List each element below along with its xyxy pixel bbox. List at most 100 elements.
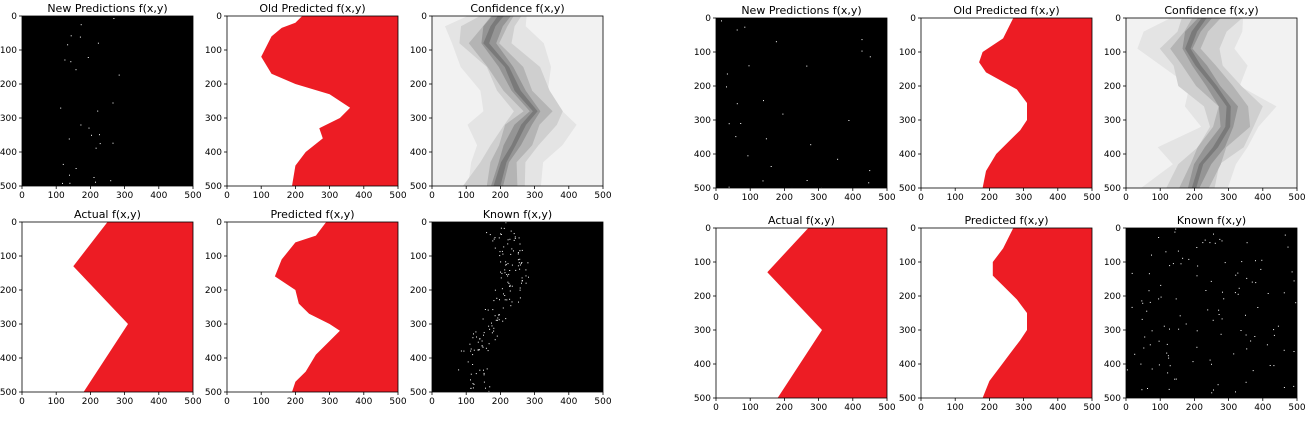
known-point (510, 230, 512, 232)
known-point (99, 143, 101, 145)
known-point (486, 368, 488, 370)
axes-frame (431, 221, 604, 393)
y-tick-label: 0 (910, 14, 916, 24)
known-point (505, 261, 507, 263)
y-tick-label: 500 (1104, 394, 1121, 404)
known-point (112, 142, 114, 144)
background (22, 16, 193, 186)
panel-1-1: Old Predicted f(x,y)0 100 200 300 400 5000100… (899, 4, 1101, 203)
known-point (511, 301, 513, 303)
known-point (1251, 281, 1253, 283)
x-tick-label: 200 (82, 397, 99, 407)
known-point (519, 287, 521, 289)
known-point (1211, 392, 1213, 394)
known-point (1220, 333, 1222, 335)
known-point (1237, 293, 1239, 295)
known-point (1131, 272, 1133, 274)
known-point (1143, 347, 1145, 349)
known-point (1177, 250, 1179, 252)
known-point (1163, 325, 1165, 327)
x-tick-label: 0 (713, 403, 719, 413)
known-point (503, 293, 504, 295)
known-point (837, 158, 839, 160)
known-point (473, 349, 475, 351)
known-point (494, 237, 496, 239)
x-tick-label: 0 (1123, 193, 1129, 203)
known-point (1254, 336, 1256, 337)
known-point (1284, 234, 1286, 236)
y-tick-label: 100 (899, 258, 916, 268)
known-point (1218, 314, 1220, 315)
plot-area (1126, 228, 1297, 398)
x-tick-label: 200 (1186, 403, 1203, 413)
known-point (1250, 340, 1252, 342)
y-tick-label: 300 (694, 116, 711, 126)
known-point (494, 247, 496, 249)
known-point (1188, 258, 1190, 260)
known-point (499, 299, 500, 301)
known-point (519, 289, 521, 291)
known-point (99, 134, 100, 136)
known-point (1151, 368, 1153, 370)
known-point (486, 232, 488, 234)
y-tick-label: 200 (0, 80, 17, 90)
known-point (1167, 355, 1169, 357)
x-tick-label: 400 (560, 397, 577, 407)
known-point (517, 253, 519, 255)
x-tick-label: 500 (1083, 193, 1100, 203)
known-point (503, 227, 505, 229)
y-tick-label: 300 (1104, 116, 1121, 126)
known-point (1147, 388, 1148, 389)
x-tick-label: 500 (1288, 403, 1305, 413)
y-tick-label: 400 (899, 150, 916, 160)
known-point (488, 343, 490, 345)
known-point (472, 337, 474, 339)
known-point (1178, 328, 1180, 330)
known-point (1283, 349, 1285, 351)
panel-title: Actual f(x,y) (768, 214, 835, 227)
known-point (501, 250, 503, 252)
known-point (748, 65, 750, 67)
known-point (496, 335, 498, 337)
x-tick-label: 100 (947, 403, 964, 413)
y-tick-label: 400 (1104, 360, 1121, 370)
known-point (69, 174, 70, 176)
known-point (1210, 280, 1212, 282)
y-tick-label: 500 (899, 394, 916, 404)
plot-area (716, 18, 887, 188)
y-tick-label: 300 (205, 320, 222, 330)
known-point (1223, 298, 1225, 300)
known-point (87, 57, 89, 58)
known-point (525, 269, 527, 271)
known-point (728, 186, 730, 188)
known-point (514, 236, 516, 238)
known-point (1205, 290, 1207, 291)
known-point (1144, 336, 1146, 338)
known-point (1167, 372, 1169, 374)
known-point (1160, 296, 1162, 298)
x-tick-label: 100 (48, 191, 65, 201)
known-point (1207, 309, 1209, 311)
known-point (500, 234, 502, 235)
known-point (1287, 246, 1289, 248)
red-region (982, 228, 1092, 398)
known-point (481, 340, 483, 342)
axes-frame (920, 227, 1093, 399)
known-point (520, 263, 522, 265)
y-tick-label: 100 (205, 252, 222, 262)
known-point (75, 168, 77, 169)
y-tick-label: 300 (694, 326, 711, 336)
known-point (1273, 329, 1275, 331)
x-tick-label: 100 (742, 403, 759, 413)
axes-frame (715, 227, 888, 399)
known-point (504, 299, 506, 301)
panel-0-3: Actual f(x,y)0 100 200 300 400 50001002003004… (0, 208, 202, 407)
known-point (1219, 238, 1221, 240)
x-tick-label: 400 (1254, 403, 1271, 413)
confidence-band-2 (468, 16, 553, 186)
known-point (518, 301, 519, 303)
known-point (499, 314, 500, 316)
known-point (487, 350, 489, 352)
known-point (1172, 263, 1174, 265)
